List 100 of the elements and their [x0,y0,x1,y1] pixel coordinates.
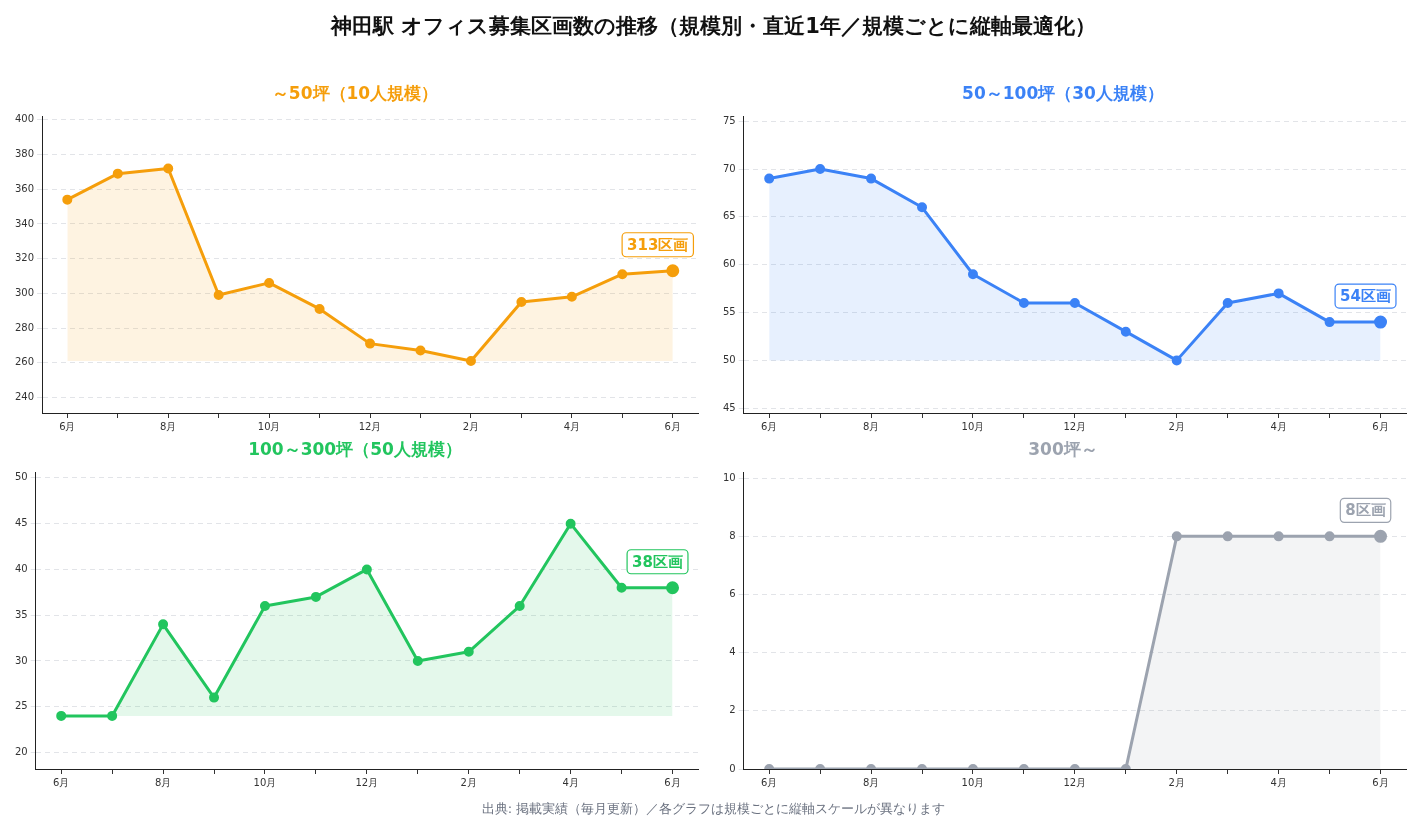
x-tick-label: 6月 [761,420,778,432]
x-tick-label: 8月 [160,420,177,432]
point [815,164,826,175]
x-tick-label: 6月 [1372,420,1389,432]
y-tick-label: 35 [14,608,28,620]
point [1324,317,1335,328]
y-tick-label: 300 [14,286,35,298]
y-tick-label: 8 [729,529,736,541]
point [463,646,474,657]
y-tick-label: 60 [722,258,736,270]
x-tick-label: 10月 [253,776,277,788]
point [56,710,67,721]
point [310,591,321,602]
x-tick-label: 2月 [1168,776,1185,788]
x-tick-label: 4月 [562,776,579,788]
y-tick-label: 10 [722,471,736,483]
point [917,202,928,213]
annotation: 8区画 [1345,501,1386,520]
y-tick-label: 40 [14,563,28,575]
point [514,601,525,612]
point [1273,288,1284,299]
point [112,168,123,179]
y-tick-label: 55 [722,306,736,318]
point [361,564,372,575]
chart-title: 100～300坪（50人規模） [248,438,462,459]
y-tick-label: 45 [722,401,736,413]
x-tick-label: 8月 [154,776,172,788]
annotation: 38区画 [632,552,683,571]
point [617,269,628,280]
x-tick-label: 8月 [862,420,880,432]
y-tick-label: 0 [729,762,736,774]
point [866,173,877,184]
x-tick-label: 8月 [862,776,880,788]
y-tick-label: 6 [729,588,736,600]
chart-title: 50～100坪（30人規模） [962,82,1164,103]
y-tick-label: 400 [14,113,35,125]
y-tick-label: 340 [14,217,35,229]
point [1120,326,1131,337]
point [516,296,527,307]
x-tick-label: 10月 [257,420,281,432]
x-tick-label: 2月 [462,420,480,432]
y-tick-label: 45 [14,517,28,529]
point [314,303,325,314]
point [107,710,118,721]
annotation: 54区画 [1340,287,1391,305]
point [565,518,576,529]
x-tick-label: 10月 [961,420,985,432]
point [1222,297,1233,308]
x-tick-label: 10月 [961,776,985,788]
y-tick-label: 30 [14,654,28,666]
y-tick-label: 380 [14,148,35,160]
x-tick-label: 4月 [563,420,581,432]
annotation: 313区画 [627,235,689,254]
point [616,582,627,593]
x-tick-label: 4月 [1270,420,1287,432]
point [465,355,476,366]
point [1069,297,1080,308]
x-tick-label: 2月 [460,776,477,788]
chart-title: 300坪～ [1028,438,1098,459]
y-tick-label: 70 [722,162,736,174]
point [259,601,270,612]
x-tick-label: 12月 [1063,420,1087,432]
point [365,338,376,349]
point [163,163,174,174]
y-tick-label: 50 [14,471,28,483]
source-note: 出典: 掲載実績（毎月更新）／各グラフは規模ごとに縦軸スケールが異なります [480,800,947,818]
x-tick-label: 6月 [761,776,778,788]
y-tick-label: 280 [14,321,35,333]
x-tick-label: 6月 [59,420,76,432]
point [158,619,169,630]
point [213,290,224,301]
point [209,692,220,703]
point [967,269,978,280]
y-tick-label: 240 [14,390,35,402]
point [412,655,423,666]
chart-title: ～50坪（10人規模） [271,82,439,103]
point [415,345,426,356]
y-tick-label: 4 [729,646,736,658]
point [764,173,775,184]
x-tick-label: 12月 [1063,776,1087,788]
y-tick-label: 260 [14,356,35,368]
y-tick-label: 320 [14,252,35,264]
point [566,291,577,302]
y-tick-label: 50 [722,353,736,365]
point [264,277,275,288]
x-tick-label: 2月 [1168,420,1185,432]
x-tick-label: 12月 [355,776,379,788]
y-tick-label: 360 [14,182,35,194]
x-tick-label: 6月 [664,776,681,788]
text: 神田駅 オフィス募集区画数の推移（規模別・直近1年／規模ごとに縦軸最適化） [329,13,1097,40]
point [62,194,73,205]
x-tick-label: 6月 [664,420,681,432]
y-tick-label: 25 [14,700,28,712]
point [1018,297,1029,308]
y-tick-label: 20 [14,746,28,758]
point [1171,355,1182,366]
x-tick-label: 12月 [358,420,382,432]
x-tick-label: 4月 [1270,776,1287,788]
x-tick-label: 6月 [1372,776,1389,788]
x-tick-label: 6月 [53,776,70,788]
